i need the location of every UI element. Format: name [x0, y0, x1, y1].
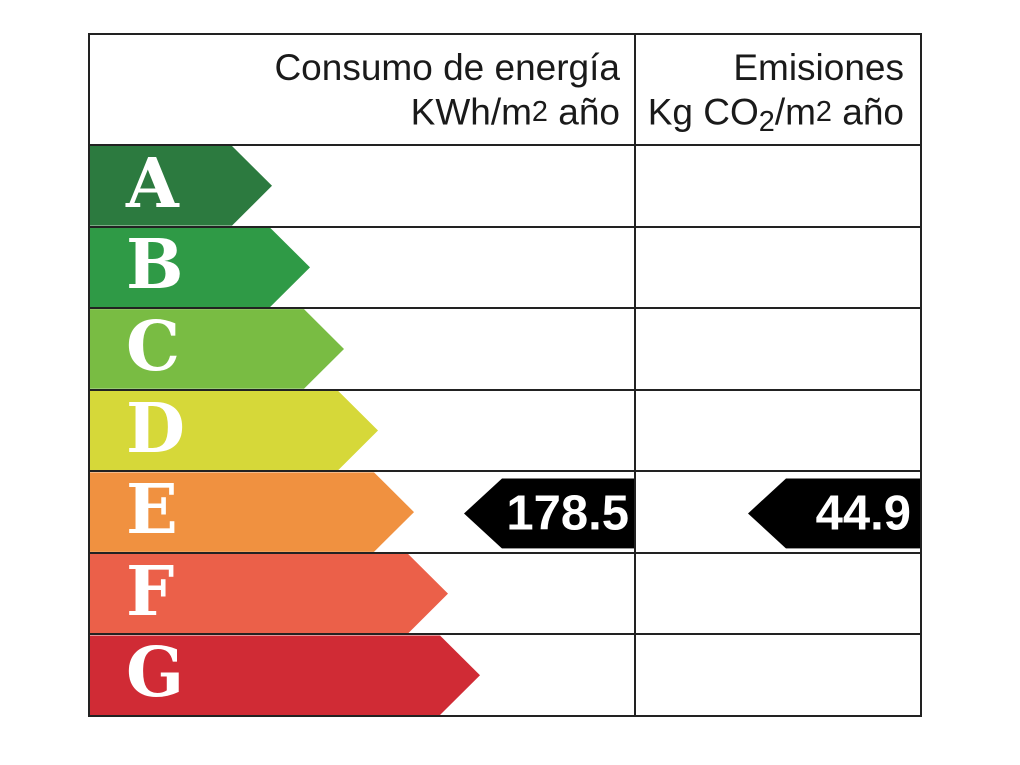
header-emisiones: Emisiones Kg CO2/m2 año: [634, 35, 920, 144]
column-divider-line: [634, 35, 636, 715]
rating-bar-a: A: [90, 146, 272, 226]
rating-letter-e: E: [126, 470, 178, 551]
header-consumo: Consumo de energía KWh/m2 año: [90, 35, 634, 144]
rating-row-g: G: [90, 635, 920, 715]
rating-bar-c: C: [90, 309, 344, 389]
rating-letter-g: G: [126, 633, 185, 714]
rating-row-c: C: [90, 309, 920, 391]
rating-letter-a: A: [126, 143, 179, 224]
rating-bar-f: F: [90, 554, 448, 634]
rating-letter-b: B: [126, 225, 184, 306]
rating-letter-f: F: [126, 551, 175, 632]
rating-letter-c: C: [126, 306, 181, 387]
table-header: Consumo de energía KWh/m2 año Emisiones …: [90, 35, 920, 146]
rating-row-e: E 178.5 44.9: [90, 472, 920, 554]
rating-letter-d: D: [126, 388, 185, 469]
rating-bar-b: B: [90, 228, 310, 308]
rating-bar-d: D: [90, 391, 378, 471]
rating-row-d: D: [90, 391, 920, 473]
rating-row-f: F: [90, 554, 920, 636]
rating-bar-g: G: [90, 635, 480, 715]
header-consumo-title: Consumo de energía: [274, 47, 620, 88]
rating-row-a: A: [90, 146, 920, 228]
header-emisiones-title: Emisiones: [733, 47, 904, 88]
rating-row-b: B: [90, 228, 920, 310]
consumo-value: 178.5: [506, 485, 629, 540]
energy-rating-table: Consumo de energía KWh/m2 año Emisiones …: [88, 33, 922, 717]
rating-bar-e: E: [90, 472, 414, 552]
consumo-value-arrow: 178.5: [464, 478, 634, 549]
header-consumo-unit: KWh/m2 año: [410, 91, 620, 133]
emisiones-value-arrow: 44.9: [748, 478, 920, 549]
header-emisiones-unit: Kg CO2/m2 año: [647, 91, 904, 138]
emisiones-value: 44.9: [815, 485, 911, 540]
